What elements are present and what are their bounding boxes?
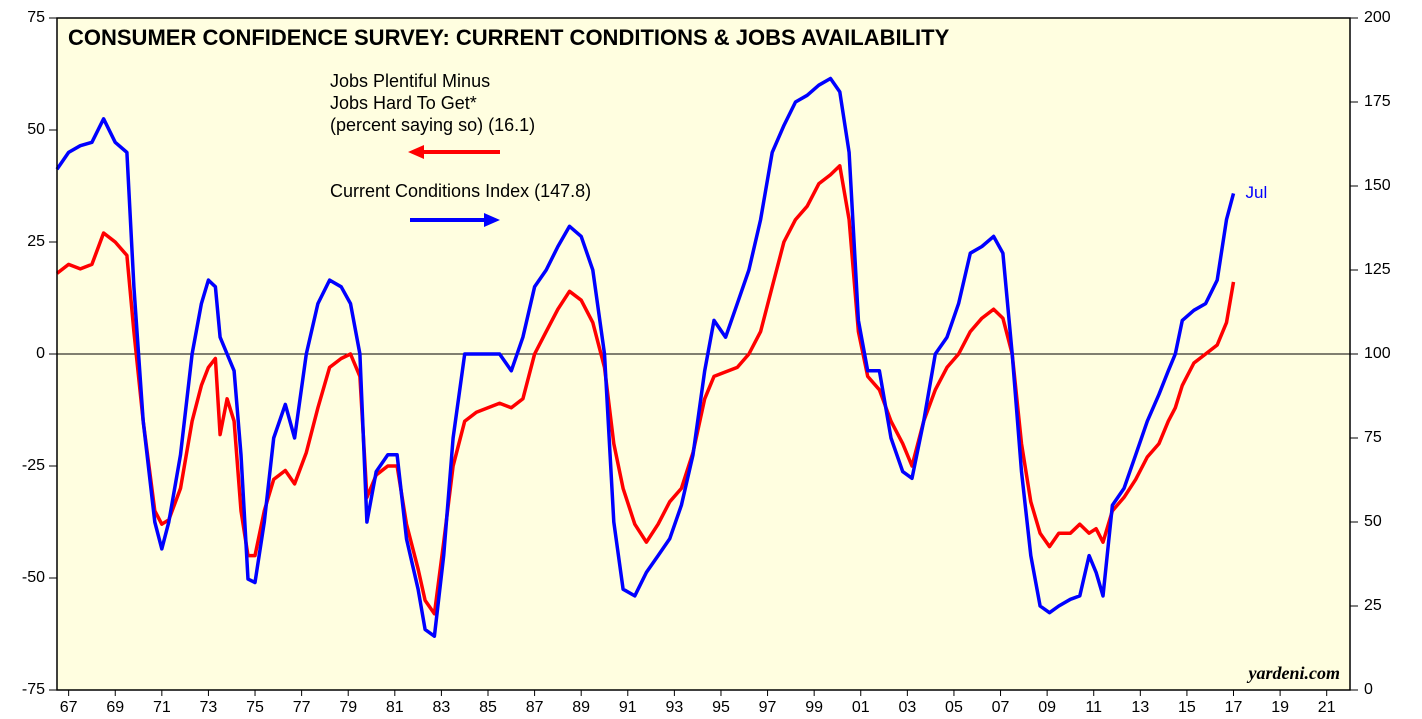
y2-tick-label: 25	[1364, 597, 1382, 614]
y2-tick-label: 100	[1364, 345, 1391, 362]
x-tick-label: 17	[1225, 699, 1243, 716]
x-tick-label: 09	[1038, 699, 1056, 716]
x-tick-label: 21	[1318, 699, 1336, 716]
source: yardeni.com	[1247, 663, 1341, 683]
x-tick-label: 81	[386, 699, 404, 716]
x-tick-label: 03	[898, 699, 916, 716]
y-tick-label: 25	[27, 233, 45, 250]
legend-entry: Jobs Plentiful Minus Jobs Hard To Get* (…	[330, 71, 536, 135]
y2-tick-label: 175	[1364, 93, 1391, 110]
x-tick-label: 87	[526, 699, 544, 716]
legend-arrow-head	[484, 213, 500, 227]
y-tick-label: 50	[27, 121, 45, 138]
lines	[55, 76, 1236, 638]
y-tick-label: -75	[22, 681, 45, 698]
legend-entry: Current Conditions Index (147.8)	[330, 181, 592, 201]
y2-tick-label: 150	[1364, 177, 1391, 194]
x-tick-label: 71	[153, 699, 171, 716]
x-tick-label: 69	[106, 699, 124, 716]
x-tick-label: 85	[479, 699, 497, 716]
x-tick-label: 15	[1178, 699, 1196, 716]
y2-tick-label: 125	[1364, 261, 1391, 278]
x-tick-label: 99	[805, 699, 823, 716]
x-tick-label: 91	[619, 699, 637, 716]
x-tick-label: 11	[1085, 699, 1102, 716]
series-line	[55, 76, 1236, 638]
x-tick-label: 75	[246, 699, 264, 716]
x-tick-label: 97	[759, 699, 777, 716]
chart-title: CONSUMER CONFIDENCE SURVEY: CURRENT COND…	[68, 25, 950, 50]
x-tick-label: 89	[572, 699, 590, 716]
x-tick-label: 01	[852, 699, 870, 716]
plot-frame	[56, 17, 1351, 691]
x-tick-label: 95	[712, 699, 730, 716]
x-tick-label: 93	[665, 699, 683, 716]
x-tick-label: 67	[60, 699, 78, 716]
y-tick-label: 0	[36, 345, 45, 362]
x-tick-label: 07	[992, 699, 1010, 716]
annotation: Jul	[1246, 183, 1268, 202]
x-tick-label: 79	[339, 699, 357, 716]
x-tick-label: 19	[1271, 699, 1289, 716]
y2-tick-label: 0	[1364, 681, 1373, 698]
y-tick-label: -25	[22, 457, 45, 474]
y2-tick-label: 200	[1364, 9, 1391, 26]
axes: -75-50-250255075025507510012515017520067…	[22, 9, 1391, 716]
series-line	[55, 164, 1236, 616]
y-tick-label: 75	[27, 9, 45, 26]
x-tick-label: 73	[200, 699, 218, 716]
y-tick-label: -50	[22, 569, 45, 586]
x-tick-label: 77	[293, 699, 311, 716]
x-tick-label: 05	[945, 699, 963, 716]
legend-arrow-head	[408, 145, 424, 159]
x-tick-label: 13	[1131, 699, 1149, 716]
y2-tick-label: 50	[1364, 513, 1382, 530]
x-tick-label: 83	[433, 699, 451, 716]
y2-tick-label: 75	[1364, 429, 1382, 446]
